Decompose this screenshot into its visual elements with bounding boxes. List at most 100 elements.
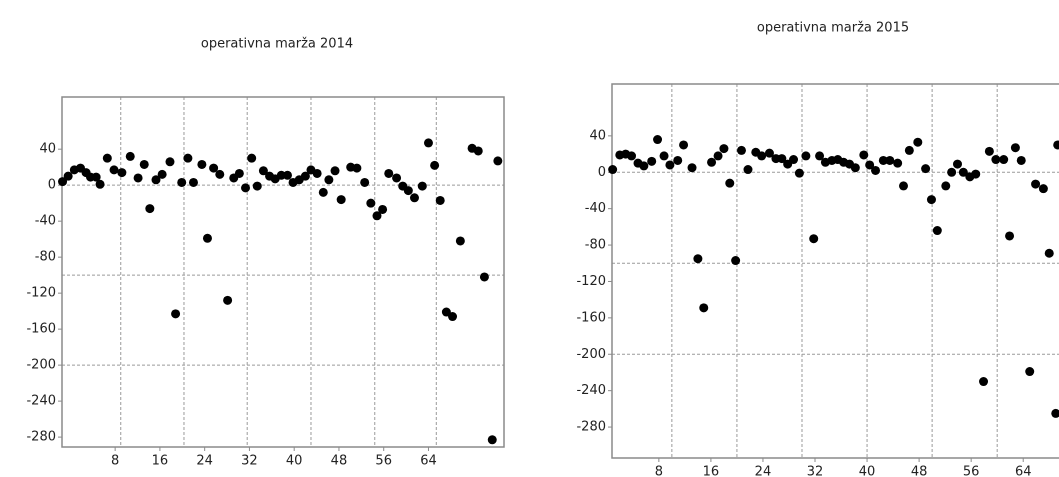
- point: [252, 181, 262, 191]
- point: [360, 177, 370, 187]
- point: [991, 155, 1001, 165]
- point: [794, 168, 804, 178]
- point: [1016, 155, 1026, 165]
- point: [241, 183, 251, 193]
- point: [417, 181, 427, 191]
- y-tick-label: -120: [26, 286, 56, 301]
- point: [999, 155, 1009, 165]
- point: [215, 169, 225, 179]
- point: [435, 195, 445, 205]
- x-tick-label: 40: [859, 465, 876, 477]
- plot-frame: [61, 96, 505, 448]
- point: [372, 211, 382, 221]
- point: [330, 166, 340, 176]
- point: [743, 165, 753, 175]
- point: [679, 140, 689, 150]
- y-tick-label: -240: [26, 394, 56, 409]
- point: [885, 155, 895, 165]
- point: [1051, 408, 1059, 418]
- point: [673, 155, 683, 165]
- point: [1053, 140, 1059, 150]
- point: [202, 233, 212, 243]
- x-tick-label: 24: [196, 454, 213, 469]
- point: [223, 295, 233, 305]
- x-tick-label: 8: [655, 465, 663, 477]
- y-tick-label: -40: [35, 214, 56, 229]
- x-tick-label: 24: [755, 465, 772, 477]
- point: [757, 151, 767, 161]
- point: [608, 165, 618, 175]
- point: [177, 177, 187, 187]
- point: [865, 160, 875, 170]
- y-tick-label: -120: [576, 274, 606, 289]
- y-tick-label: 0: [48, 178, 56, 193]
- point: [764, 148, 774, 158]
- point: [1038, 184, 1048, 194]
- x-tick-label: 56: [375, 454, 392, 469]
- point: [1044, 248, 1054, 258]
- point: [1005, 231, 1015, 241]
- point: [1010, 143, 1020, 153]
- x-tick-label: 32: [807, 465, 824, 477]
- point: [352, 163, 362, 173]
- point: [188, 177, 198, 187]
- point: [487, 435, 497, 445]
- point: [859, 150, 869, 160]
- point: [493, 156, 503, 166]
- y-tick-label: -280: [26, 430, 56, 445]
- point: [409, 193, 419, 203]
- point: [979, 377, 989, 387]
- y-tick-label: -40: [585, 201, 606, 216]
- point: [91, 172, 101, 182]
- point: [958, 167, 968, 177]
- point: [693, 254, 703, 264]
- point: [318, 187, 328, 197]
- y-tick-label: -280: [576, 420, 606, 435]
- point: [171, 309, 181, 319]
- chart-title: operativna marža 2014: [201, 37, 353, 52]
- y-tick-label: 0: [598, 165, 606, 180]
- point: [932, 226, 942, 236]
- point: [707, 157, 717, 167]
- point: [125, 151, 135, 161]
- point: [921, 164, 931, 174]
- point: [659, 151, 669, 161]
- point: [789, 155, 799, 165]
- point: [209, 163, 219, 173]
- point: [947, 167, 957, 177]
- point: [719, 144, 729, 154]
- point: [801, 151, 811, 161]
- x-tick-label: 40: [286, 454, 303, 469]
- point: [403, 186, 413, 196]
- point: [687, 163, 697, 173]
- point: [145, 204, 155, 214]
- point: [441, 307, 451, 317]
- point: [653, 135, 663, 145]
- point: [430, 160, 440, 170]
- point: [699, 303, 709, 313]
- point: [952, 159, 962, 169]
- x-tick-label: 32: [241, 454, 258, 469]
- point: [850, 163, 860, 173]
- point: [117, 168, 127, 178]
- point: [258, 166, 268, 176]
- chart-title: operativna marža 2015: [757, 21, 909, 36]
- point: [913, 137, 923, 147]
- point: [63, 171, 73, 181]
- point: [473, 146, 483, 156]
- point: [300, 171, 310, 181]
- point: [479, 272, 489, 282]
- x-tick-label: 16: [152, 454, 169, 469]
- x-tick-label: 48: [911, 465, 928, 477]
- point: [276, 170, 286, 180]
- point: [139, 159, 149, 169]
- point: [157, 169, 167, 179]
- point: [378, 204, 388, 214]
- point: [151, 175, 161, 185]
- point: [639, 161, 649, 171]
- x-tick-label: 8: [111, 454, 119, 469]
- point: [197, 159, 207, 169]
- point: [133, 173, 143, 183]
